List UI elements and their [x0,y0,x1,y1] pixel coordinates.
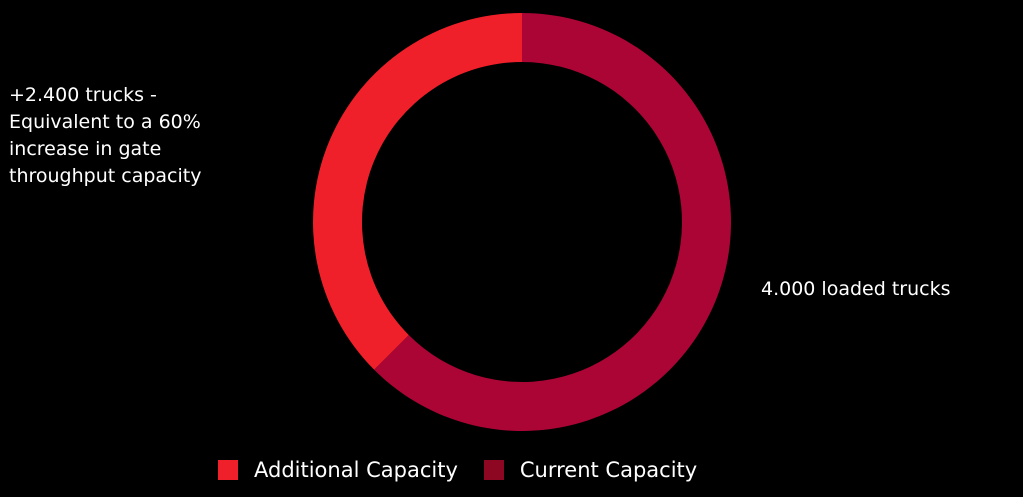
legend-label-current: Current Capacity [519,458,698,482]
donut-slice-current-capacity [374,13,732,431]
legend-item-additional-capacity: Additional Capacity [218,458,458,482]
annotation-line: +2.400 trucks - [9,84,157,106]
legend-label-additional: Additional Capacity [254,458,458,482]
legend-swatch-additional [218,460,238,480]
annotation-additional-capacity: +2.400 trucks - Equivalent to a 60% incr… [9,82,201,190]
annotation-current-capacity: 4.000 loaded trucks [761,276,950,303]
annotation-current-text: 4.000 loaded trucks [761,278,951,300]
donut-slice-additional-capacity [312,13,522,370]
chart-legend: Additional Capacity Current Capacity [218,458,723,482]
annotation-line: throughput capacity [9,165,202,187]
annotation-line: Equivalent to a 60% [9,111,201,133]
legend-item-current-capacity: Current Capacity [483,458,698,482]
annotation-line: increase in gate [9,138,162,160]
legend-swatch-current [483,460,504,480]
